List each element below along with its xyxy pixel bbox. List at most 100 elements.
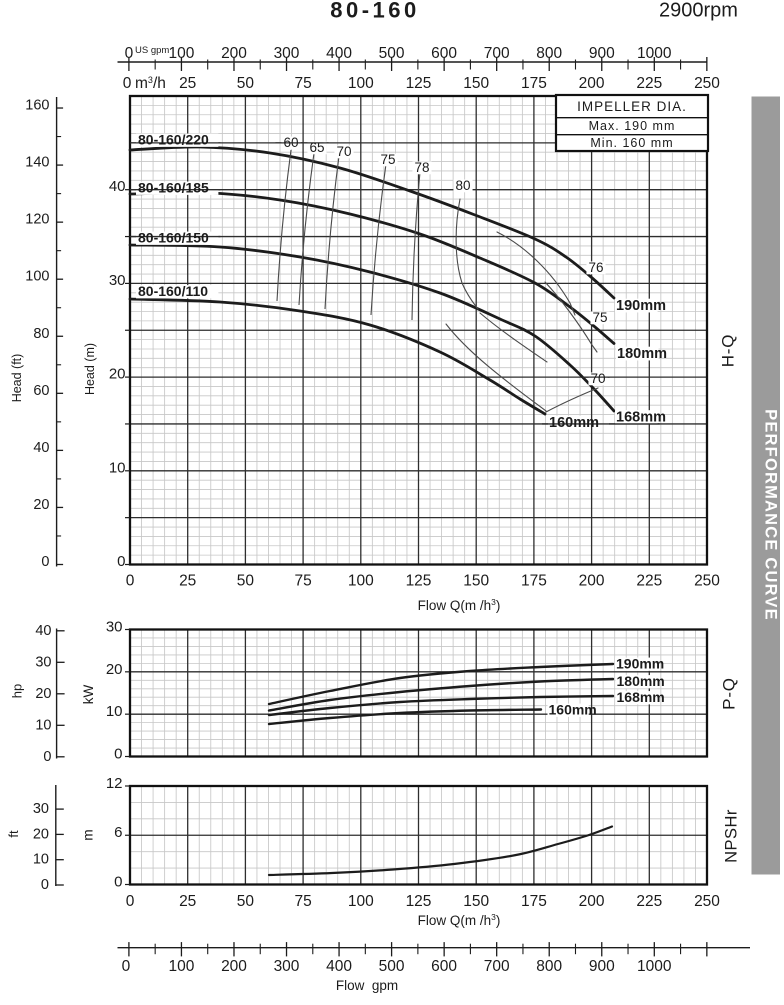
svg-text:80: 80 (33, 326, 49, 342)
svg-text:150: 150 (463, 573, 489, 590)
svg-text:175: 175 (521, 893, 547, 910)
svg-text:30: 30 (109, 272, 126, 289)
svg-text:168mm: 168mm (617, 689, 665, 705)
svg-text:80-160/220: 80-160/220 (138, 132, 209, 148)
svg-text:0: 0 (122, 958, 131, 975)
svg-text:190mm: 190mm (616, 656, 664, 672)
svg-text:150: 150 (463, 893, 489, 910)
svg-text:10: 10 (33, 852, 49, 868)
svg-text:800: 800 (536, 45, 562, 62)
svg-text:78: 78 (414, 160, 429, 175)
svg-text:20: 20 (106, 661, 123, 678)
svg-text:60: 60 (283, 135, 298, 150)
svg-text:175: 175 (521, 75, 547, 92)
svg-text:250: 250 (694, 573, 720, 590)
svg-text:50: 50 (237, 573, 255, 590)
svg-text:80-160/185: 80-160/185 (138, 180, 209, 196)
svg-text:125: 125 (406, 573, 432, 590)
svg-text:300: 300 (274, 45, 300, 62)
svg-text:60: 60 (33, 383, 49, 399)
svg-text:120: 120 (25, 212, 49, 228)
svg-text:IMPELLER DIA.: IMPELLER DIA. (577, 99, 687, 114)
svg-text:100: 100 (348, 573, 374, 590)
svg-text:P-Q: P-Q (720, 677, 739, 710)
svg-text:Min. 160 mm: Min. 160 mm (590, 136, 673, 150)
svg-text:12: 12 (106, 775, 123, 792)
svg-text:30: 30 (106, 619, 123, 636)
svg-text:80-160/150: 80-160/150 (138, 230, 209, 246)
svg-text:30: 30 (33, 801, 49, 817)
svg-text:250: 250 (694, 75, 720, 92)
svg-text:100: 100 (348, 893, 374, 910)
svg-text:0: 0 (123, 75, 132, 92)
svg-text:NPSHr: NPSHr (723, 809, 741, 863)
svg-text:100: 100 (168, 45, 194, 62)
svg-text:40: 40 (109, 178, 126, 195)
svg-text:1000: 1000 (637, 958, 672, 975)
svg-text:10: 10 (35, 717, 51, 733)
svg-text:Flow gpm: Flow gpm (336, 978, 398, 993)
svg-text:225: 225 (636, 573, 662, 590)
svg-text:700: 700 (484, 958, 510, 975)
svg-text:160: 160 (25, 98, 49, 114)
svg-text:20: 20 (35, 686, 51, 702)
svg-text:100: 100 (168, 958, 194, 975)
svg-text:300: 300 (274, 958, 300, 975)
svg-text:125: 125 (406, 893, 432, 910)
svg-text:20: 20 (33, 497, 49, 513)
svg-text:100: 100 (348, 75, 374, 92)
svg-text:900: 900 (589, 45, 615, 62)
svg-text:600: 600 (431, 958, 457, 975)
svg-text:400: 400 (326, 958, 352, 975)
svg-text:0: 0 (41, 877, 49, 893)
svg-text:40: 40 (35, 623, 51, 639)
svg-text:Max. 190 mm: Max. 190 mm (589, 119, 676, 133)
svg-text:Head (ft): Head (ft) (10, 354, 24, 403)
svg-text:75: 75 (592, 310, 607, 325)
svg-text:2900rpm: 2900rpm (659, 0, 738, 22)
svg-text:75: 75 (294, 75, 311, 92)
svg-text:200: 200 (579, 75, 605, 92)
svg-text:250: 250 (694, 893, 720, 910)
svg-text:50: 50 (237, 75, 255, 92)
svg-text:100: 100 (25, 269, 49, 285)
svg-text:10: 10 (106, 703, 123, 720)
svg-text:0: 0 (125, 45, 134, 62)
svg-text:80-160/110: 80-160/110 (138, 283, 208, 299)
svg-text:125: 125 (406, 75, 432, 92)
svg-text:800: 800 (536, 958, 562, 975)
svg-text:160mm: 160mm (549, 415, 599, 431)
svg-text:200: 200 (221, 958, 247, 975)
svg-text:ft: ft (6, 830, 21, 838)
svg-text:70: 70 (336, 144, 351, 159)
svg-text:25: 25 (179, 573, 196, 590)
svg-text:0: 0 (126, 893, 135, 910)
svg-text:200: 200 (579, 893, 605, 910)
svg-text:0: 0 (126, 573, 135, 590)
svg-text:160mm: 160mm (549, 702, 597, 718)
svg-text:500: 500 (379, 958, 405, 975)
svg-text:75: 75 (294, 573, 311, 590)
svg-text:400: 400 (326, 45, 352, 62)
svg-text:175: 175 (521, 573, 547, 590)
svg-text:kW: kW (81, 685, 96, 705)
svg-text:50: 50 (237, 893, 255, 910)
svg-text:40: 40 (33, 440, 49, 456)
svg-text:25: 25 (179, 75, 196, 92)
svg-text:Flow Q(m /h3): Flow Q(m /h3) (418, 912, 501, 928)
svg-text:hp: hp (10, 684, 25, 698)
svg-text:m: m (81, 829, 96, 840)
svg-text:20: 20 (33, 826, 49, 842)
svg-text:0: 0 (43, 749, 51, 765)
svg-text:75: 75 (380, 152, 395, 167)
svg-text:180mm: 180mm (617, 346, 667, 362)
svg-text:30: 30 (35, 654, 51, 670)
svg-text:80-160: 80-160 (330, 0, 420, 23)
svg-text:20: 20 (109, 366, 126, 383)
svg-text:H-Q: H-Q (718, 334, 737, 368)
svg-text:76: 76 (588, 260, 603, 275)
svg-text:150: 150 (463, 75, 489, 92)
svg-text:200: 200 (579, 573, 605, 590)
svg-text:Head (m): Head (m) (83, 343, 97, 395)
svg-text:0: 0 (41, 554, 49, 570)
